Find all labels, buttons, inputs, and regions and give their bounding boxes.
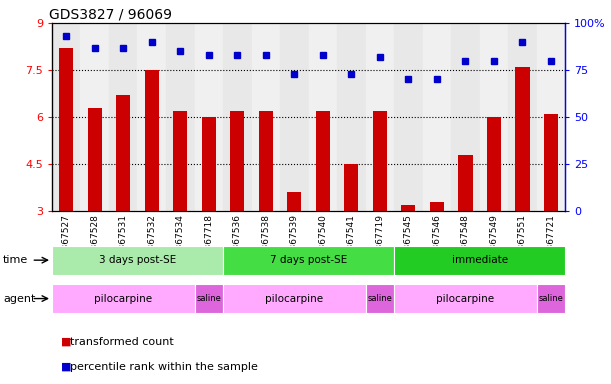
Bar <box>223 246 394 275</box>
Text: 7 days post-SE: 7 days post-SE <box>270 255 347 265</box>
Bar <box>451 23 480 211</box>
Text: transformed count: transformed count <box>70 337 174 347</box>
Bar <box>52 23 81 211</box>
Bar <box>194 284 223 313</box>
Bar <box>145 70 159 211</box>
Text: saline: saline <box>196 294 221 303</box>
Text: pilocarpine: pilocarpine <box>94 293 152 304</box>
Text: ■: ■ <box>61 362 71 372</box>
Bar <box>373 111 387 211</box>
Bar <box>202 117 216 211</box>
Bar <box>344 164 359 211</box>
Bar <box>287 192 301 211</box>
Bar <box>337 23 365 211</box>
Bar <box>536 23 565 211</box>
Text: percentile rank within the sample: percentile rank within the sample <box>70 362 258 372</box>
Bar <box>423 23 451 211</box>
Bar <box>81 23 109 211</box>
Bar <box>52 284 194 313</box>
Text: immediate: immediate <box>452 255 508 265</box>
Bar <box>280 23 309 211</box>
Bar <box>536 284 565 313</box>
Bar <box>173 111 188 211</box>
Bar <box>116 95 130 211</box>
Bar <box>394 284 536 313</box>
Bar <box>137 23 166 211</box>
Bar <box>252 23 280 211</box>
Bar <box>544 114 558 211</box>
Text: ■: ■ <box>61 337 71 347</box>
Bar <box>365 23 394 211</box>
Bar <box>230 111 244 211</box>
Text: saline: saline <box>367 294 392 303</box>
Text: time: time <box>3 255 28 265</box>
Bar <box>258 111 273 211</box>
Bar <box>515 67 530 211</box>
Bar <box>430 202 444 211</box>
Bar <box>458 155 472 211</box>
Bar <box>508 23 536 211</box>
Bar <box>316 111 330 211</box>
Bar <box>87 108 102 211</box>
Bar <box>365 284 394 313</box>
Bar <box>487 117 501 211</box>
Bar <box>394 23 423 211</box>
Bar <box>480 23 508 211</box>
Text: pilocarpine: pilocarpine <box>436 293 494 304</box>
Text: saline: saline <box>538 294 563 303</box>
Bar <box>52 246 223 275</box>
Text: agent: agent <box>3 293 35 304</box>
Bar <box>194 23 223 211</box>
Bar <box>223 284 365 313</box>
Bar <box>394 246 565 275</box>
Text: GDS3827 / 96069: GDS3827 / 96069 <box>49 8 172 22</box>
Bar <box>223 23 252 211</box>
Text: pilocarpine: pilocarpine <box>265 293 323 304</box>
Bar <box>309 23 337 211</box>
Bar <box>401 205 415 211</box>
Bar <box>166 23 194 211</box>
Bar <box>109 23 137 211</box>
Text: 3 days post-SE: 3 days post-SE <box>99 255 176 265</box>
Bar <box>59 48 73 211</box>
